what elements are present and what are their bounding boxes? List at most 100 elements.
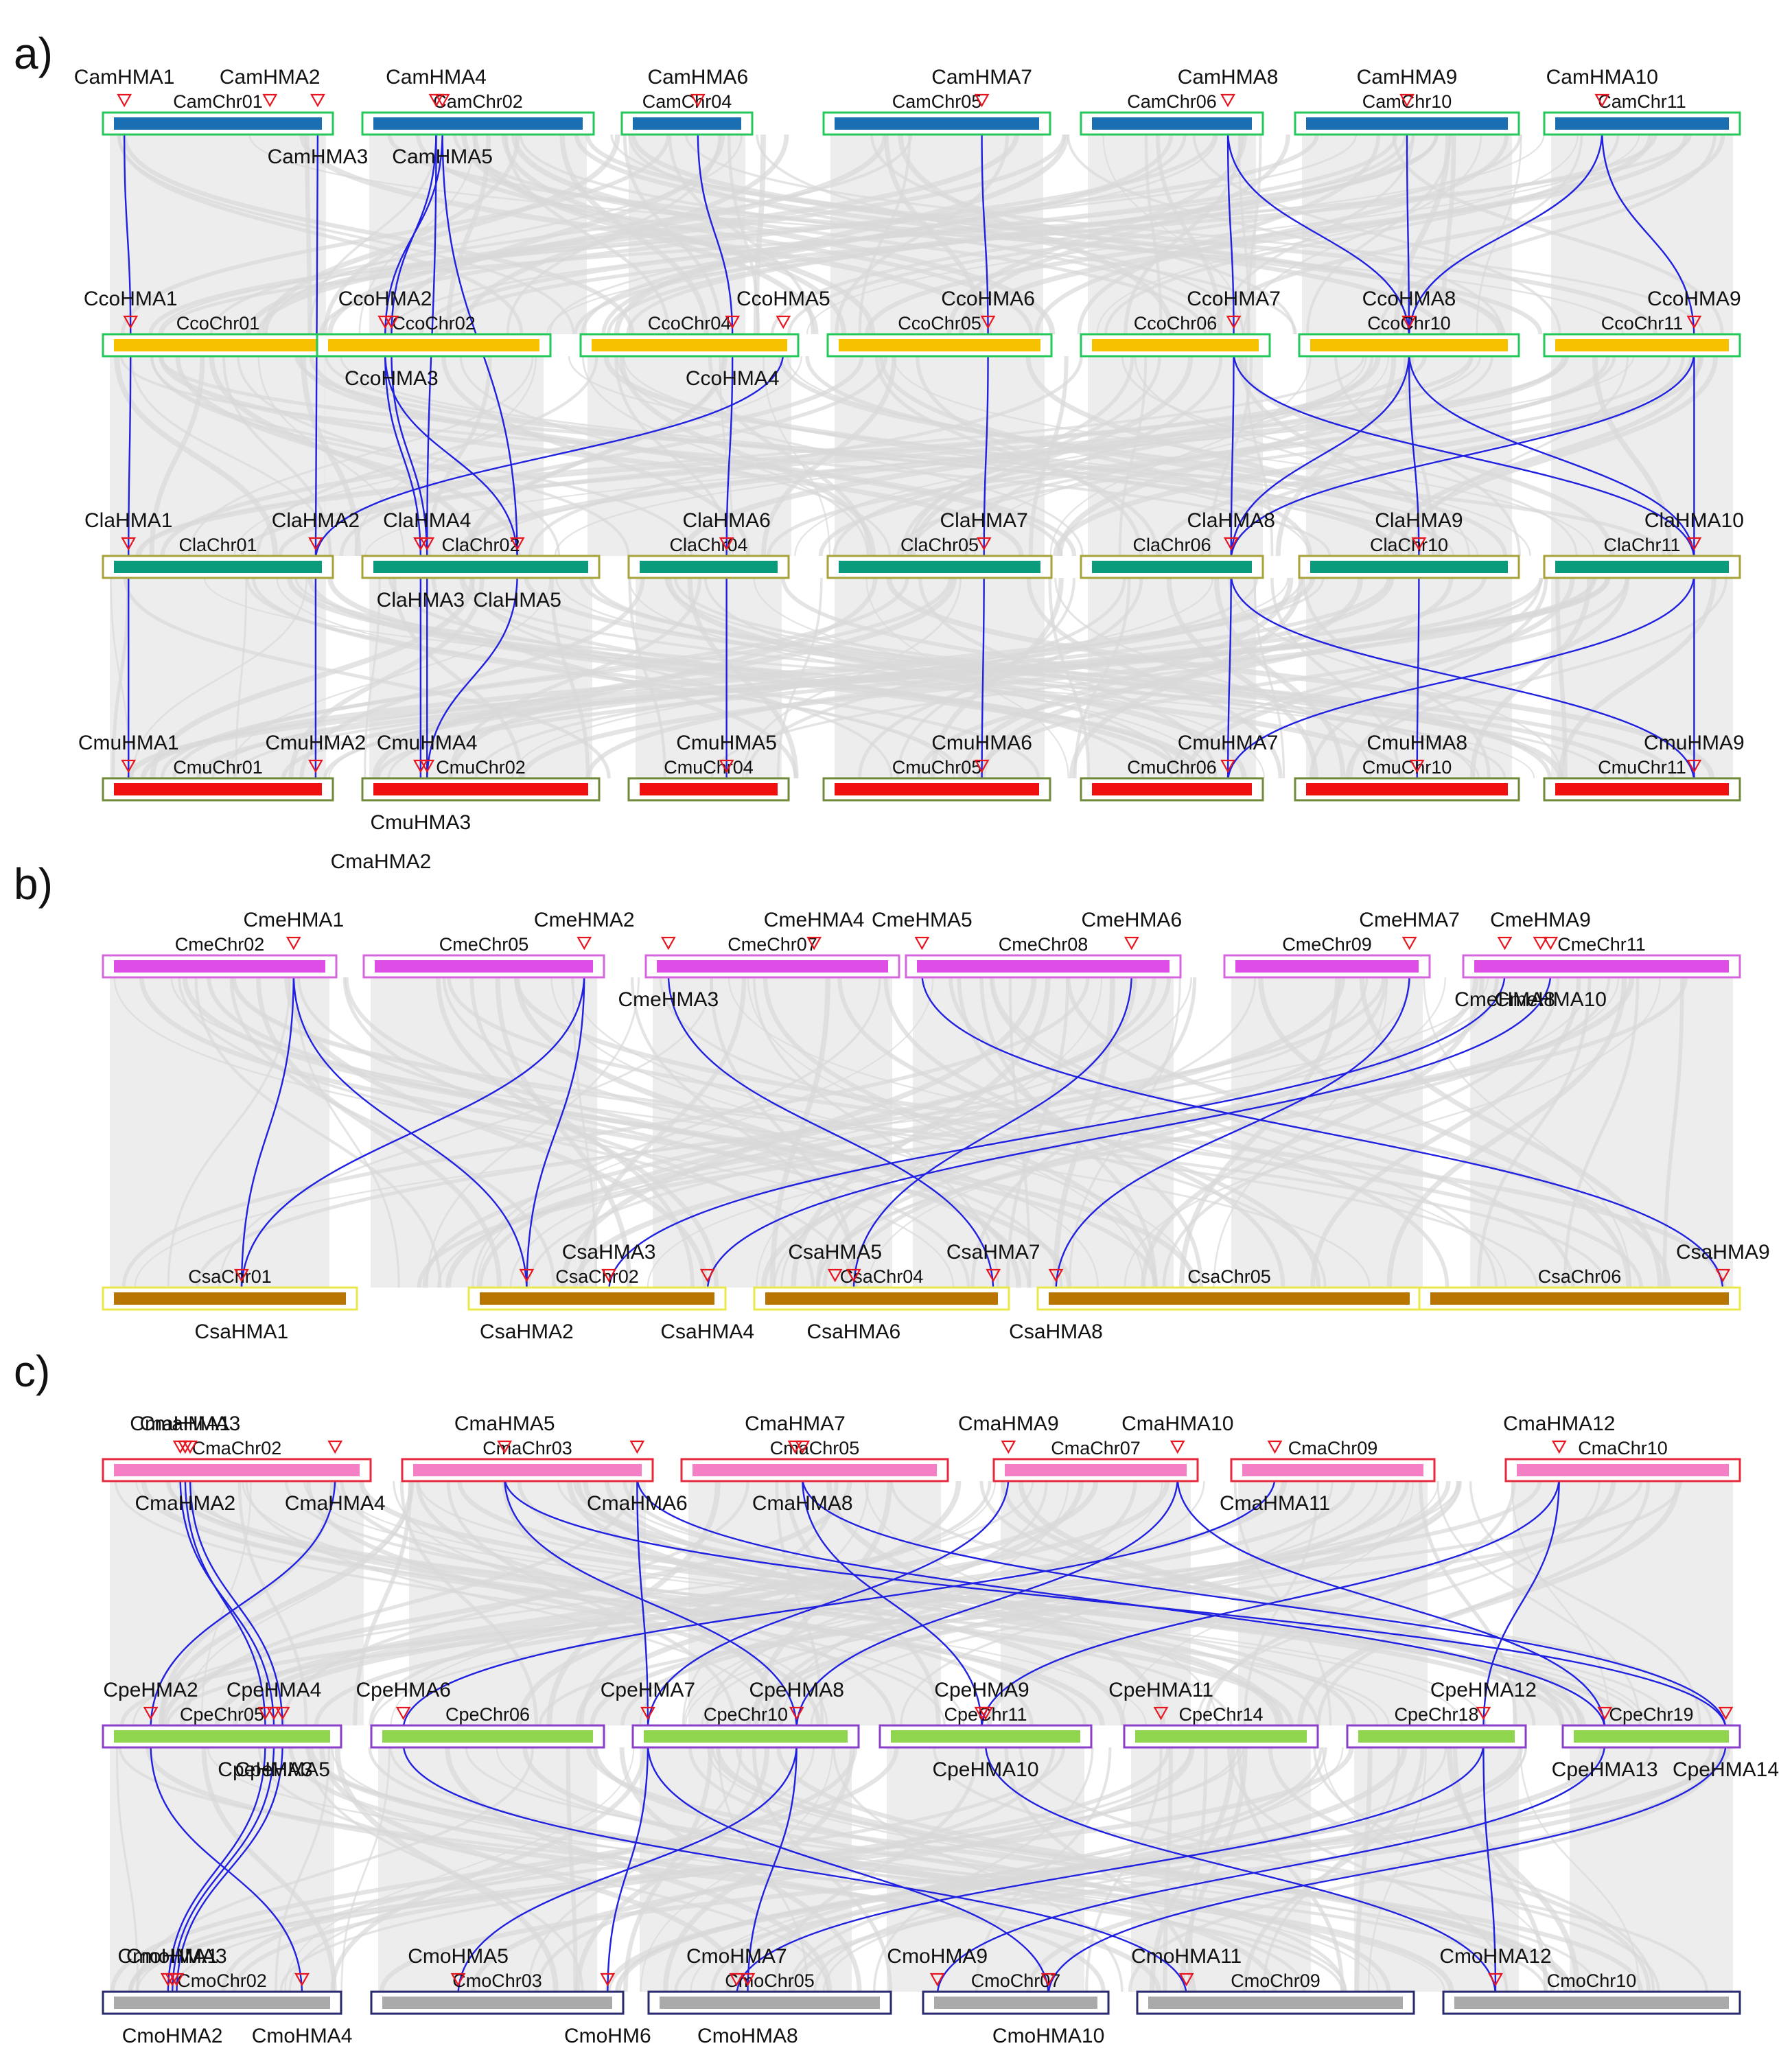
synteny-ribbon: [1347, 577, 1630, 779]
synteny-ribbon: [781, 1480, 1069, 1726]
chromosome-bar-CamChr06: [1092, 117, 1252, 130]
gene-label-CamHMA5: CamHMA5: [392, 146, 493, 168]
synteny-ribbon: [1563, 977, 1640, 1288]
collinear-link: [984, 1743, 1497, 1997]
synteny-ribbon: [990, 977, 1575, 1288]
collinear-link: [171, 1743, 275, 1997]
synteny-ribbon: [319, 1747, 743, 1992]
synteny-ribbon: [778, 356, 1507, 557]
gene-marker-CmeHMA7: [1401, 936, 1417, 951]
collinear-link: [1226, 130, 1235, 339]
chromosome-label-CsaChr02: CsaChr02: [555, 1266, 639, 1287]
gene-label-CmoHMA10: CmoHMA10: [992, 2025, 1104, 2047]
gene-marker-CmoHMA4: [294, 1973, 310, 1987]
synteny-ribbon: [893, 356, 1595, 557]
chromosome-label-ClaChr02: ClaChr02: [441, 535, 520, 555]
chromosome-label-CmoChr02: CmoChr02: [177, 1970, 267, 1991]
gene-marker-CmoHMA12: [1488, 1973, 1503, 1987]
synteny-ribbon: [227, 577, 551, 779]
collinear-link: [607, 973, 1506, 1292]
synteny-ribbon: [235, 577, 248, 779]
synteny-ribbon: [165, 1480, 1294, 1726]
chromosome-label-CmoChr03: CmoChr03: [452, 1970, 542, 1991]
chromosome-label-CmaChr10: CmaChr10: [1578, 1438, 1668, 1458]
synteny-ribbon: [1026, 577, 1283, 779]
gene-marker-CamHMA5: [434, 93, 450, 108]
synteny-ribbon: [833, 1747, 1124, 1992]
chromosome-bar-CmuChr10: [1306, 783, 1508, 795]
chromosome-label-CsaChr06: CsaChr06: [1538, 1266, 1622, 1287]
gene-marker-CsaHMA1: [234, 1268, 249, 1283]
collinear-link: [852, 973, 1132, 1292]
synteny-ribbon: [1436, 1480, 1641, 1726]
synteny-ribbon: [1447, 1747, 1581, 1992]
chromosome-label-CmuChr11: CmuChr11: [1598, 757, 1686, 778]
chromosome-label-CpeChr14: CpeChr14: [1178, 1704, 1263, 1725]
synteny-ribbon: [815, 977, 1137, 1288]
gene-marker-CpeHMA3: [257, 1706, 273, 1721]
chromosome-bar-CsaChr05: [1049, 1292, 1410, 1305]
chromosome-label-CcoChr05: CcoChr05: [898, 313, 981, 334]
synteny-ribbon: [1262, 1747, 1401, 1992]
collinear-link: [426, 573, 518, 783]
synteny-ribbon: [690, 1747, 1344, 1992]
synteny-ribbon: [1237, 134, 1250, 335]
synteny-ribbon: [843, 977, 1500, 1288]
synteny-ribbon: [308, 134, 439, 335]
collinear-link: [1416, 573, 1420, 783]
chromosome-bar-CcoChr05: [839, 339, 1040, 351]
chromosome-bar-CmuChr05: [835, 783, 1039, 795]
collinear-link: [1230, 351, 1695, 561]
synteny-ribbon: [137, 356, 1474, 557]
gene-label-CmeHMA7: CmeHMA7: [1359, 909, 1460, 931]
gene-marker-ClaHMA4: [419, 537, 435, 551]
synteny-ribbon: [1301, 577, 1491, 779]
gene-label-CcoHMA9: CcoHMA9: [1647, 288, 1741, 310]
chromosome-label-CmaChr05: CmaChr05: [770, 1438, 860, 1458]
synteny-ribbon: [719, 356, 734, 557]
gene-label-CsaHMA6: CsaHMA6: [806, 1321, 900, 1343]
chromosome-label-CamChr01: CamChr01: [173, 91, 263, 112]
collinear-link: [189, 1476, 283, 1730]
chromosome-label-ClaChr10: ClaChr10: [1370, 535, 1448, 555]
panel-label-c: c): [14, 1347, 50, 1396]
gene-marker-CmeHMA10: [1543, 936, 1559, 951]
gene-label-CmeHMA5: CmeHMA5: [872, 909, 973, 931]
synteny-ribbon: [735, 1747, 1572, 1992]
chromosome-label-ClaChr01: ClaChr01: [178, 535, 257, 555]
synteny-ribbon: [1297, 1480, 1681, 1726]
chromosome-bar-CmuChr04: [640, 783, 778, 795]
synteny-ribbon: [865, 577, 1069, 779]
gene-label-CpeHMA12: CpeHMA12: [1430, 1679, 1537, 1701]
synteny-ribbon: [585, 134, 1658, 335]
synteny-ribbon: [574, 134, 1444, 335]
chromosome-bar-CamChr02: [373, 117, 583, 130]
chromosome-label-CmoChr10: CmoChr10: [1547, 1970, 1637, 1991]
background-synteny-layer: [110, 134, 1733, 1992]
gene-label-CcoHMA3: CcoHMA3: [345, 367, 439, 390]
chromosome-bar-CmaChr05: [693, 1464, 937, 1476]
synteny-ribbon: [476, 356, 1482, 557]
synteny-ribbon: [119, 356, 1331, 557]
collinear-link: [123, 130, 132, 339]
gene-marker-CcoHMA1: [123, 315, 139, 329]
chromosome-label-ClaChr04: ClaChr04: [669, 535, 747, 555]
collinear-link: [1176, 1476, 1606, 1730]
gene-label-CmaHMA2: CmaHMA2: [135, 1492, 235, 1515]
synteny-ribbon: [330, 1747, 647, 1992]
synteny-ribbon: [970, 977, 1197, 1288]
gene-label-ClaHMA5: ClaHMA5: [474, 589, 561, 612]
chromosome-bar-CmuChr01: [114, 783, 322, 795]
synteny-ribbon: [469, 977, 695, 1288]
gene-label-CpeHMA7: CpeHMA7: [601, 1679, 695, 1701]
gene-marker-CmaHMA12: [1551, 1440, 1567, 1454]
synteny-ribbon: [340, 1747, 391, 1992]
gene-marker-CamHMA7: [974, 93, 990, 108]
collinear-link: [457, 1743, 798, 1997]
gene-marker-CmuHMA4: [419, 759, 435, 773]
synteny-ribbon: [590, 577, 1561, 779]
collinear-link: [150, 1743, 303, 1997]
gene-label-CmuHMA1: CmuHMA1: [78, 732, 179, 754]
synteny-ribbon: [546, 1480, 721, 1726]
gene-label-CsaHMA1: CsaHMA1: [195, 1321, 289, 1343]
